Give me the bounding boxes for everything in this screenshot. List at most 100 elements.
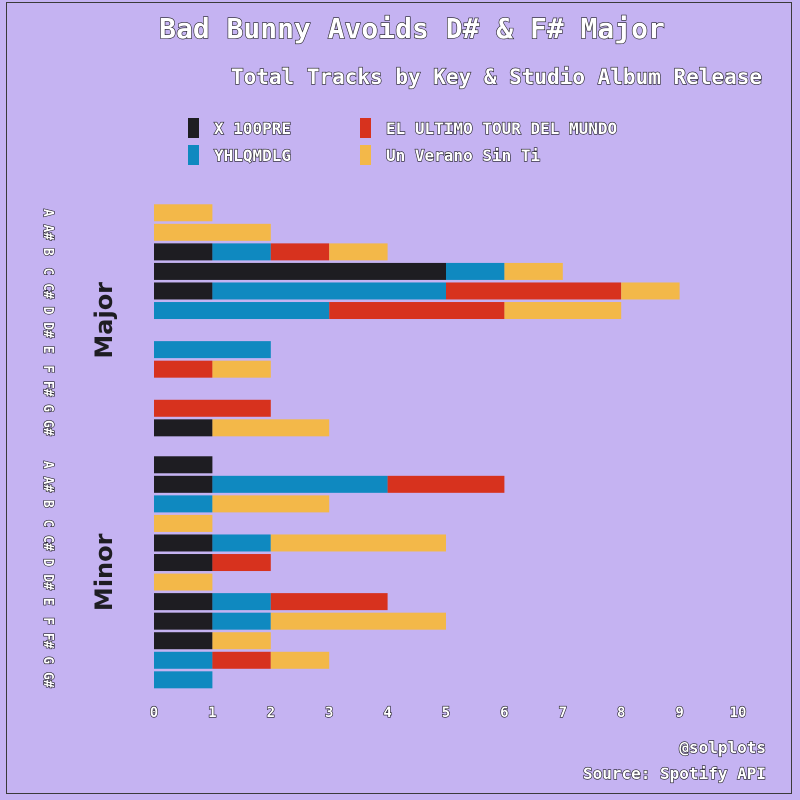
bar-minor-c-sharp-yhlqmdlg [212,534,271,552]
bar-minor-d-sharp-un-verano-sin-ti [154,573,213,591]
bar-minor-c-sharp-un-verano-sin-ti [270,534,446,552]
bar-major-d-el-ultimo-tour-del-mundo [329,302,505,320]
y-tick-major-e: E [40,346,55,354]
y-tick-minor-a: A [40,461,55,469]
bar-major-f-un-verano-sin-ti [212,360,271,378]
bars [154,204,680,689]
bar-major-b-el-ultimo-tour-del-mundo [270,243,330,261]
y-tick-minor-d: D [40,559,55,567]
bar-major-c-yhlqmdlg [446,262,505,280]
y-tick-major-b: B [40,248,55,256]
y-tick-major-d: D [40,307,55,315]
bar-minor-e-x-100pre [154,593,213,611]
bar-major-d-yhlqmdlg [154,302,330,320]
bar-minor-e-yhlqmdlg [212,593,271,611]
bar-major-c-un-verano-sin-ti [504,262,563,280]
chart-title: Bad Bunny Avoids D# & F# Major [159,12,665,45]
bar-minor-b-yhlqmdlg [154,495,213,513]
y-tick-major-c-sharp: C# [40,283,55,299]
y-tick-minor-e: E [40,598,55,606]
bar-minor-a-x-100pre [154,456,213,474]
bar-major-b-yhlqmdlg [212,243,271,261]
y-tick-major-d-sharp: D# [40,322,55,338]
x-tick-10: 10 [730,705,747,721]
legend: X 100PRE EL ULTIMO TOUR DEL MUNDO YHLQMDLG… [188,118,618,166]
bar-major-c-sharp-un-verano-sin-ti [621,282,680,300]
bar-major-e-yhlqmdlg [154,341,271,359]
y-tick-minor-a-sharp: A# [40,476,55,492]
y-tick-major-f-sharp: F# [40,381,55,397]
x-tick-4: 4 [383,705,391,721]
y-tick-minor-g-sharp: G# [40,672,55,688]
bar-major-d-un-verano-sin-ti [504,302,622,320]
bar-major-g-sharp-un-verano-sin-ti [212,419,330,437]
x-tick-2: 2 [267,705,275,721]
bar-major-b-x-100pre [154,243,213,261]
chart-subtitle: Total Tracks by Key & Studio Album Relea… [231,65,762,89]
bar-major-c-x-100pre [154,262,446,280]
bar-major-b-un-verano-sin-ti [329,243,388,261]
legend-label-x-100pre: X 100PRE [214,119,291,138]
x-tick-1: 1 [208,705,216,721]
caption-source: Source: Spotify API [583,764,766,783]
bar-major-a-un-verano-sin-ti [154,204,213,222]
bar-minor-b-un-verano-sin-ti [212,495,330,513]
bar-minor-f-un-verano-sin-ti [270,612,446,630]
x-tick-9: 9 [675,705,683,721]
x-tick-3: 3 [325,705,333,721]
bar-minor-f-x-100pre [154,612,213,630]
y-tick-minor-c: C [40,520,55,528]
legend-swatch-yhlqmdlg [188,145,199,165]
legend-label-un-verano-sin-ti: Un Verano Sin Ti [386,146,540,165]
y-tick-minor-d-sharp: D# [40,574,55,590]
y-tick-labels: A A# B C C# D D# E F F# G G# A A# B C C# D D# E F F# G G# [39,208,55,688]
bar-major-c-sharp-x-100pre [154,282,213,300]
bar-minor-f-yhlqmdlg [212,612,271,630]
bar-major-f-el-ultimo-tour-del-mundo [154,360,213,378]
facet-labels: Major Minor [90,282,118,611]
legend-swatch-un-verano-sin-ti [360,145,371,165]
caption-handle: @solplots [679,738,766,757]
y-tick-minor-f-sharp: F# [40,633,55,649]
bar-minor-d-el-ultimo-tour-del-mundo [212,554,271,572]
y-tick-major-g: G [40,404,55,412]
x-tick-7: 7 [559,705,567,721]
y-tick-major-a: A [40,209,55,217]
y-tick-major-g-sharp: G# [40,420,55,436]
x-tick-0: 0 [150,705,158,721]
bar-minor-f-sharp-x-100pre [154,632,213,650]
bar-minor-g-el-ultimo-tour-del-mundo [212,651,271,669]
bar-minor-g-sharp-yhlqmdlg [154,671,213,689]
bar-minor-g-yhlqmdlg [154,651,213,669]
facet-label-major: Major [90,282,118,359]
x-tick-5: 5 [442,705,450,721]
chart-frame [6,2,792,794]
bar-minor-a-sharp-yhlqmdlg [212,475,388,493]
bar-minor-f-sharp-un-verano-sin-ti [212,632,271,650]
x-tick-8: 8 [617,705,625,721]
y-tick-minor-f: F [40,617,55,625]
bar-major-c-sharp-el-ultimo-tour-del-mundo [446,282,622,300]
bar-minor-e-el-ultimo-tour-del-mundo [270,593,388,611]
legend-label-yhlqmdlg: YHLQMDLG [214,146,291,165]
bar-major-c-sharp-yhlqmdlg [212,282,446,300]
x-tick-6: 6 [500,705,508,721]
legend-swatch-el-ultimo-tour-del-mundo [360,118,371,138]
y-tick-minor-g: G [40,656,55,664]
bar-major-g-el-ultimo-tour-del-mundo [154,399,271,417]
legend-swatch-x-100pre [188,118,199,138]
y-tick-major-c: C [40,268,55,276]
bar-minor-c-sharp-x-100pre [154,534,213,552]
bar-major-a-sharp-un-verano-sin-ti [154,223,271,241]
bar-major-g-sharp-x-100pre [154,419,213,437]
bar-minor-d-x-100pre [154,554,213,572]
y-tick-major-f: F [40,365,55,373]
bar-minor-g-un-verano-sin-ti [270,651,330,669]
bar-minor-a-sharp-el-ultimo-tour-del-mundo [387,475,505,493]
y-tick-minor-c-sharp: C# [40,535,55,551]
legend-label-el-ultimo-tour-del-mundo: EL ULTIMO TOUR DEL MUNDO [386,119,617,138]
x-tick-labels: 0 1 2 3 4 5 6 7 8 9 10 [149,704,747,721]
bar-minor-a-sharp-x-100pre [154,475,213,493]
facet-label-minor: Minor [90,533,118,611]
